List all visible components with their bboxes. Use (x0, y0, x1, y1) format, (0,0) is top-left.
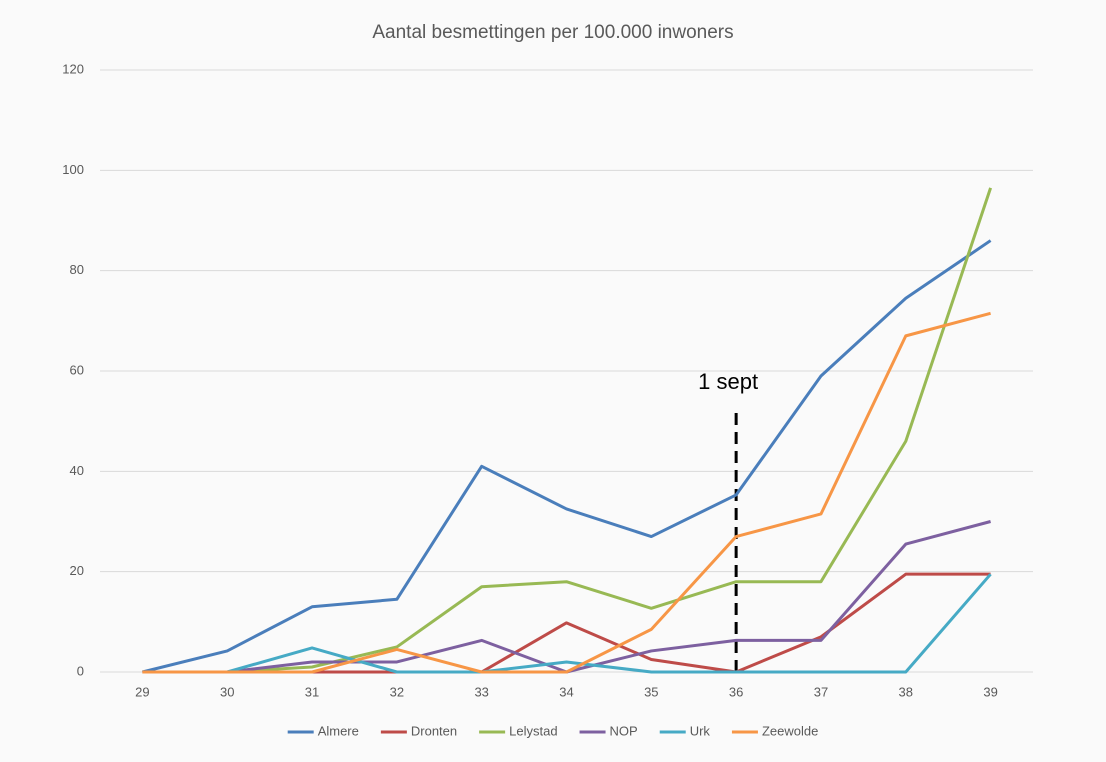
y-tick-label: 20 (70, 563, 84, 578)
legend-label: Dronten (411, 723, 457, 738)
series-line (227, 187, 993, 674)
x-tick-label: 29 (135, 684, 149, 699)
y-tick-label: 0 (77, 663, 84, 678)
y-tick-label: 60 (70, 362, 84, 377)
legend-label: Zeewolde (762, 723, 818, 738)
y-tick-label: 80 (70, 262, 84, 277)
series-line (142, 311, 991, 674)
legend-label: Urk (690, 723, 711, 738)
x-tick-label: 35 (644, 684, 658, 699)
x-tick-label: 33 (474, 684, 488, 699)
x-tick-label: 38 (899, 684, 913, 699)
x-tick-label: 30 (220, 684, 234, 699)
series-line (142, 239, 992, 674)
x-tick-label: 39 (983, 684, 997, 699)
chart-title: Aantal besmettingen per 100.000 inwoners (372, 22, 733, 43)
x-tick-label: 31 (305, 684, 319, 699)
x-tick-label: 36 (729, 684, 743, 699)
legend-label: Almere (318, 723, 359, 738)
y-tick-label: 40 (70, 463, 84, 478)
y-tick-label: 120 (62, 61, 84, 76)
x-tick-label: 32 (390, 684, 404, 699)
y-tick-label: 100 (62, 162, 84, 177)
x-tick-label: 34 (559, 684, 573, 699)
legend-label: Lelystad (509, 723, 557, 738)
x-tick-label: 37 (814, 684, 828, 699)
legend-label: NOP (610, 723, 638, 738)
annotation-text: 1 sept (698, 369, 758, 394)
